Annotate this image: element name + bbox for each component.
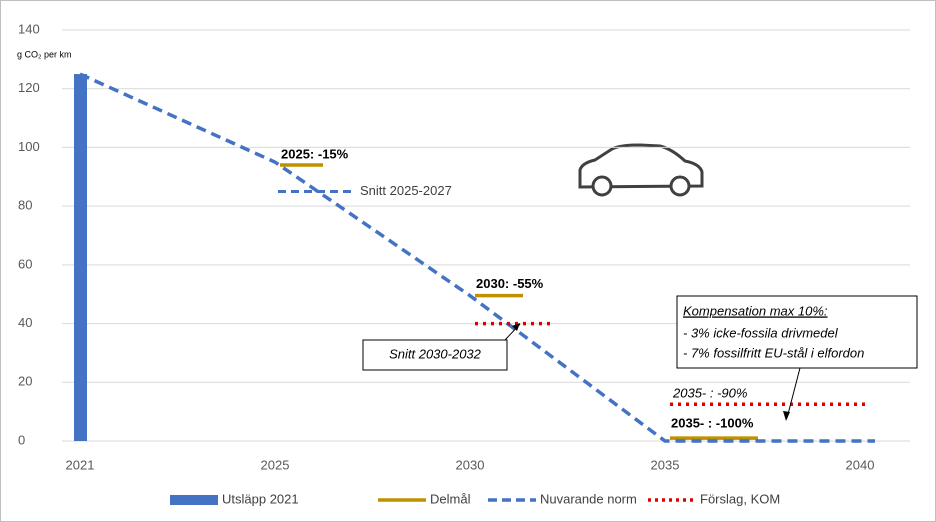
x-tick-label: 2030 [456, 457, 485, 472]
y-tick-label: 80 [18, 198, 32, 213]
legend-label: Delmål [430, 491, 471, 506]
legend-swatch [170, 495, 218, 505]
legend-label: Utsläpp 2021 [222, 491, 299, 506]
y-tick-label: 60 [18, 256, 32, 271]
y-tick-label: 100 [18, 139, 40, 154]
snitt-label: Snitt 2025-2027 [360, 183, 452, 198]
annotation: 2025: -15% [281, 146, 349, 161]
compensation-line: - 3% icke-fossila drivmedel [683, 325, 839, 340]
annotation: 2030: -55% [476, 276, 544, 291]
y-unit-label: g CO₂ per km [17, 49, 72, 59]
y-tick-label: 140 [18, 21, 40, 36]
x-tick-label: 2021 [66, 457, 95, 472]
compensation-title: Kompensation max 10%: [683, 303, 828, 318]
x-tick-label: 2035 [651, 457, 680, 472]
x-tick-label: 2040 [846, 457, 875, 472]
legend-label: Förslag, KOM [700, 491, 780, 506]
annotation: 2035- : -90% [672, 386, 747, 401]
arrow-head [512, 323, 520, 331]
compensation-line: - 7% fossilfritt EU-stål i elfordon [683, 345, 864, 360]
y-tick-label: 0 [18, 432, 25, 447]
y-tick-label: 40 [18, 315, 32, 330]
arrow-head [783, 411, 790, 421]
x-tick-label: 2025 [261, 457, 290, 472]
bar [74, 74, 87, 442]
legend-label: Nuvarande norm [540, 491, 637, 506]
y-tick-label: 20 [18, 374, 32, 389]
annotation: 2035- : -100% [671, 416, 754, 431]
arrow [786, 367, 801, 419]
snitt-box-text: Snitt 2030-2032 [389, 346, 482, 361]
snitt-box [362, 339, 508, 371]
y-tick-label: 120 [18, 80, 40, 95]
norm-line [79, 72, 875, 443]
compensation-box [676, 295, 918, 369]
car-icon [578, 143, 704, 197]
